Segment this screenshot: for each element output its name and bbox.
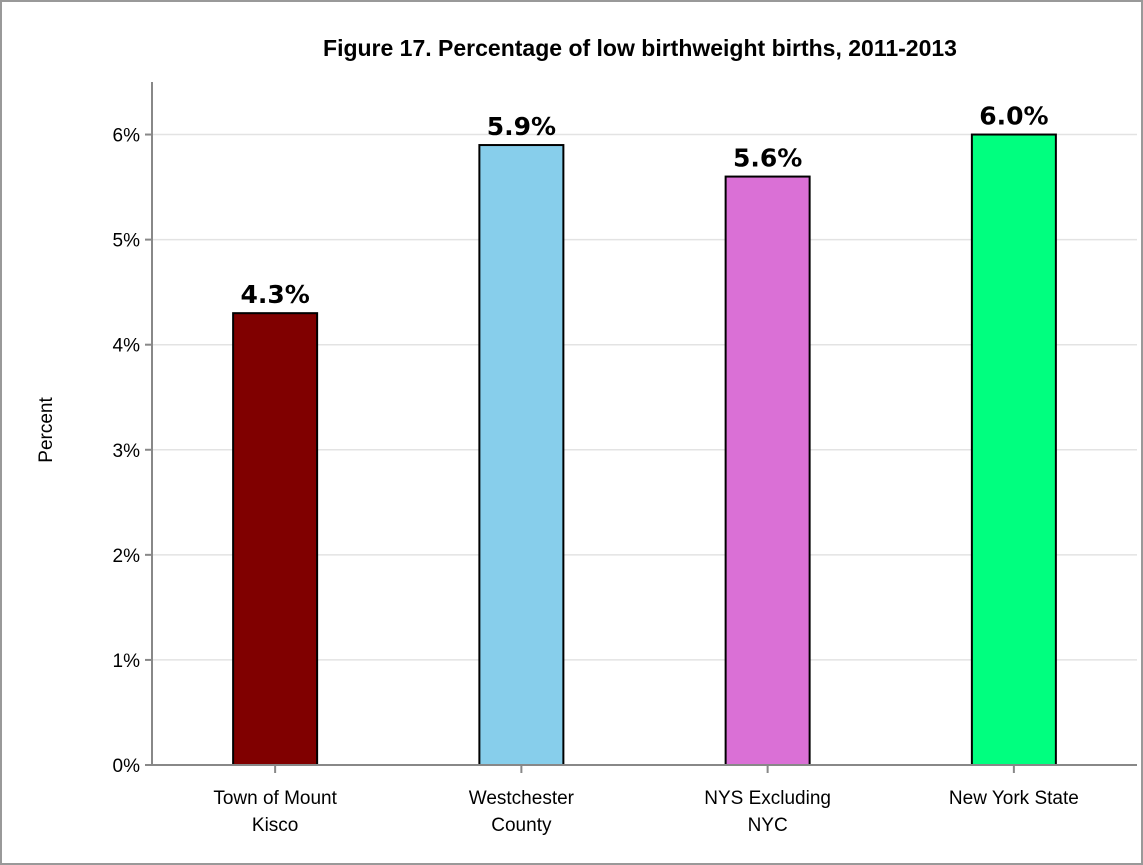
data-label: 6.0% <box>979 102 1048 131</box>
y-tick-label: 2% <box>113 546 141 567</box>
data-label: 5.6% <box>733 144 802 173</box>
y-tick-label: 5% <box>113 231 141 252</box>
bar <box>970 133 1057 767</box>
bar <box>724 175 811 767</box>
data-label: 5.9% <box>487 112 556 141</box>
y-tick-label: 4% <box>113 336 141 357</box>
y-tick-label: 0% <box>113 756 141 777</box>
x-tick-label: Kisco <box>252 815 298 836</box>
x-tick-label: Westchester <box>469 788 575 809</box>
bar <box>232 312 319 766</box>
y-axis-label: Percent <box>36 397 57 463</box>
y-tick-label: 1% <box>113 651 141 672</box>
bar <box>478 144 565 767</box>
x-tick-label: NYC <box>748 815 788 836</box>
x-tick-label: County <box>491 815 552 836</box>
data-label: 4.3% <box>240 280 309 309</box>
chart-title: Figure 17. Percentage of low birthweight… <box>323 35 957 61</box>
x-tick-label: NYS Excluding <box>704 788 831 809</box>
y-tick-label: 3% <box>113 441 141 462</box>
x-tick-label: New York State <box>949 788 1079 809</box>
y-tick-label: 6% <box>113 126 141 147</box>
x-tick-label: Town of Mount <box>213 788 337 809</box>
